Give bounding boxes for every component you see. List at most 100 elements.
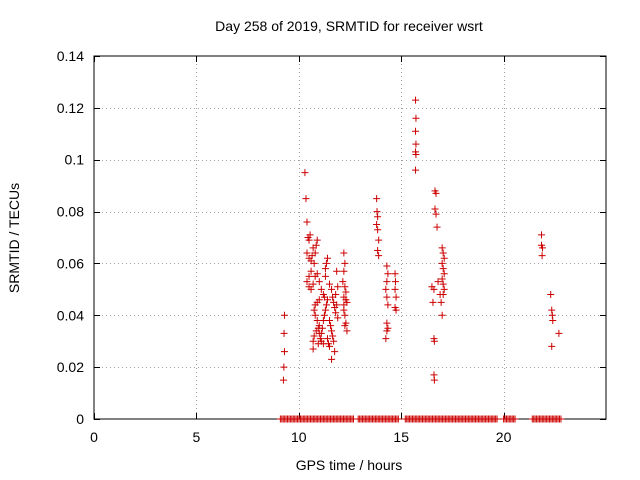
data-point	[303, 218, 311, 226]
data-point	[392, 293, 400, 301]
x-tick-label: 15	[393, 429, 409, 445]
data-point	[334, 314, 342, 322]
data-point	[392, 306, 400, 314]
data-point	[439, 265, 447, 273]
data-point	[341, 322, 349, 330]
data-point	[306, 231, 314, 239]
data-point	[332, 291, 340, 299]
data-point	[311, 301, 319, 309]
data-point	[302, 195, 310, 203]
data-point	[321, 272, 329, 280]
data-point	[312, 241, 320, 249]
y-tick-label: 0	[76, 411, 84, 427]
data-point	[373, 221, 381, 229]
data-point	[412, 166, 420, 174]
x-tick-label: 10	[291, 429, 307, 445]
axis-ticks: 0 5 10 15 20 0 0.02 0.04 0.06 0.08 0.1 0.12 0.14	[57, 48, 606, 445]
data-point	[548, 342, 556, 350]
chart-title: Day 258 of 2019, SRMTID for receiver wsr…	[215, 18, 483, 34]
y-tick-label: 0.08	[57, 204, 84, 220]
data-point	[280, 363, 288, 371]
data-point	[320, 293, 328, 301]
data-point	[438, 259, 446, 267]
data-point	[333, 267, 341, 275]
data-point	[301, 169, 309, 177]
data-point	[321, 265, 329, 273]
data-point	[412, 151, 420, 159]
data-point	[340, 249, 348, 257]
data-point	[341, 259, 349, 267]
data-point	[382, 285, 390, 293]
data-point	[329, 332, 337, 340]
data-point	[434, 278, 442, 286]
data-point	[373, 195, 381, 203]
data-point	[440, 270, 448, 278]
data-point	[307, 267, 315, 275]
data-point	[280, 311, 288, 319]
data-point	[310, 306, 318, 314]
data-point	[323, 254, 331, 262]
data-point	[439, 291, 447, 299]
data-point	[341, 311, 349, 319]
data-point	[412, 114, 420, 122]
data-point	[433, 223, 441, 231]
data-point	[384, 301, 392, 309]
data-point	[311, 249, 319, 257]
data-point	[313, 236, 321, 244]
data-point	[375, 252, 383, 260]
zero-point	[493, 415, 501, 423]
data-point	[315, 329, 323, 337]
y-tick-label: 0.06	[57, 255, 84, 271]
data-point	[333, 301, 341, 309]
data-point	[305, 236, 313, 244]
data-point	[412, 140, 420, 148]
data-point	[439, 280, 447, 288]
data-point	[547, 291, 555, 299]
data-point	[310, 259, 318, 267]
data-point	[340, 301, 348, 309]
data-point	[341, 283, 349, 291]
data-point	[339, 278, 347, 286]
data-point	[412, 127, 420, 135]
data-point	[328, 327, 336, 335]
data-point	[307, 285, 315, 293]
data-point	[280, 329, 288, 337]
data-point	[328, 285, 336, 293]
data-point	[309, 280, 317, 288]
data-point	[280, 348, 288, 356]
data-point	[438, 311, 446, 319]
data-point	[432, 189, 440, 197]
data-point	[429, 298, 437, 306]
y-tick-label: 0.02	[57, 359, 84, 375]
data-point	[548, 306, 556, 314]
data-point	[322, 301, 330, 309]
data-point	[309, 337, 317, 345]
data-point	[332, 309, 340, 317]
zero-point	[394, 415, 402, 423]
plot-frame	[93, 55, 607, 420]
data-point	[314, 324, 322, 332]
data-point	[549, 316, 557, 324]
data-point	[431, 205, 439, 213]
data-point	[384, 270, 392, 278]
data-point	[375, 236, 383, 244]
data-point	[440, 285, 448, 293]
data-point	[383, 293, 391, 301]
zero-point	[511, 415, 519, 423]
data-point	[311, 311, 319, 319]
data-point	[555, 329, 563, 337]
data-point	[343, 327, 351, 335]
data-point	[330, 337, 338, 345]
y-tick-label: 0.04	[57, 307, 84, 323]
data-point	[430, 337, 438, 345]
data-point	[383, 319, 391, 327]
data-point	[334, 283, 342, 291]
data-point	[430, 376, 438, 384]
data-point	[313, 270, 321, 278]
data-point	[322, 259, 330, 267]
x-axis-label: GPS time / hours	[296, 457, 403, 473]
data-point	[319, 316, 327, 324]
data-point	[317, 337, 325, 345]
y-tick-label: 0.1	[65, 152, 85, 168]
